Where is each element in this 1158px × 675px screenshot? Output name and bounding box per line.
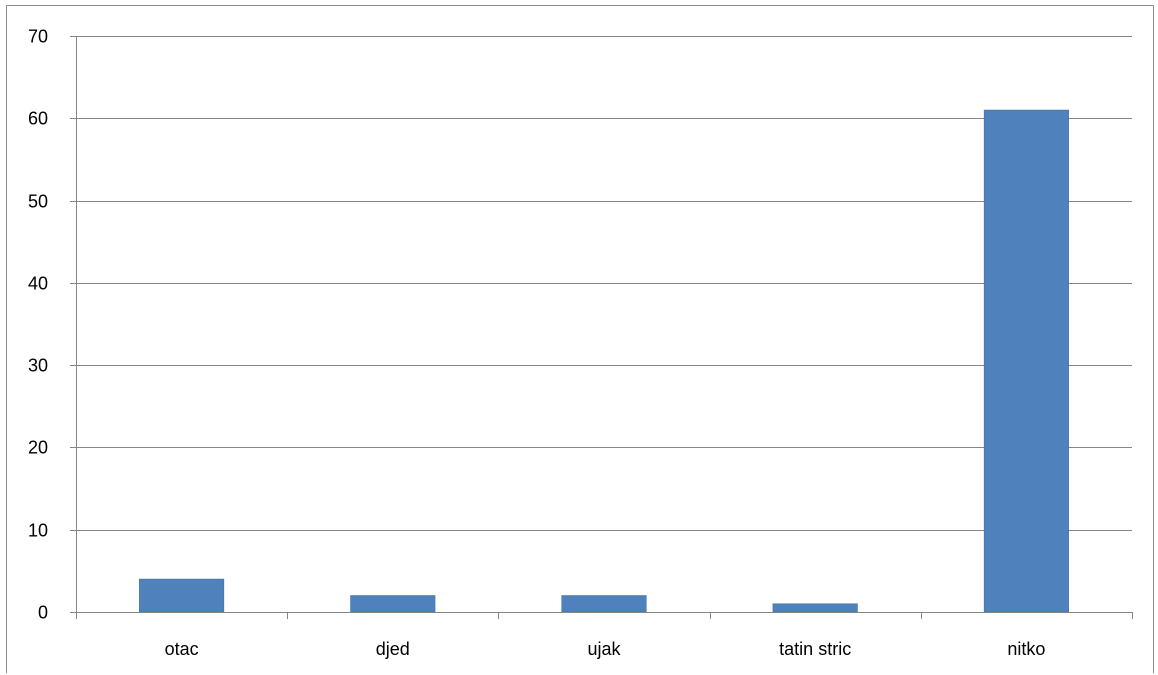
x-tick-label-djed: djed [376,639,410,659]
bar-nitko [983,109,1069,613]
chart-frame [6,5,1154,673]
tick-labels: 0 10 20 30 40 50 60 70 otac djed ujak tatin stric ni… [28,27,1045,660]
bar-otac [139,578,225,613]
y-tick-label-60: 60 [28,109,48,129]
y-tick-label-10: 10 [28,521,48,541]
bar-ujak [561,595,647,613]
gridlines [76,36,1132,531]
y-tick-label-20: 20 [28,438,48,458]
bar-tatin-stric [772,603,858,613]
y-tick-label-0: 0 [38,603,48,623]
axes [70,36,1133,619]
x-tick-label-ujak: ujak [587,639,621,659]
x-tick-label-nitko: nitko [1007,639,1045,659]
y-tick-label-30: 30 [28,356,48,376]
y-tick-label-70: 70 [28,27,48,47]
x-tick-label-tatin-stric: tatin stric [779,639,851,659]
bar-djed [350,595,436,613]
y-tick-label-40: 40 [28,274,48,294]
x-tick-label-otac: otac [165,639,199,659]
y-tick-label-50: 50 [28,192,48,212]
bars [139,109,1069,613]
